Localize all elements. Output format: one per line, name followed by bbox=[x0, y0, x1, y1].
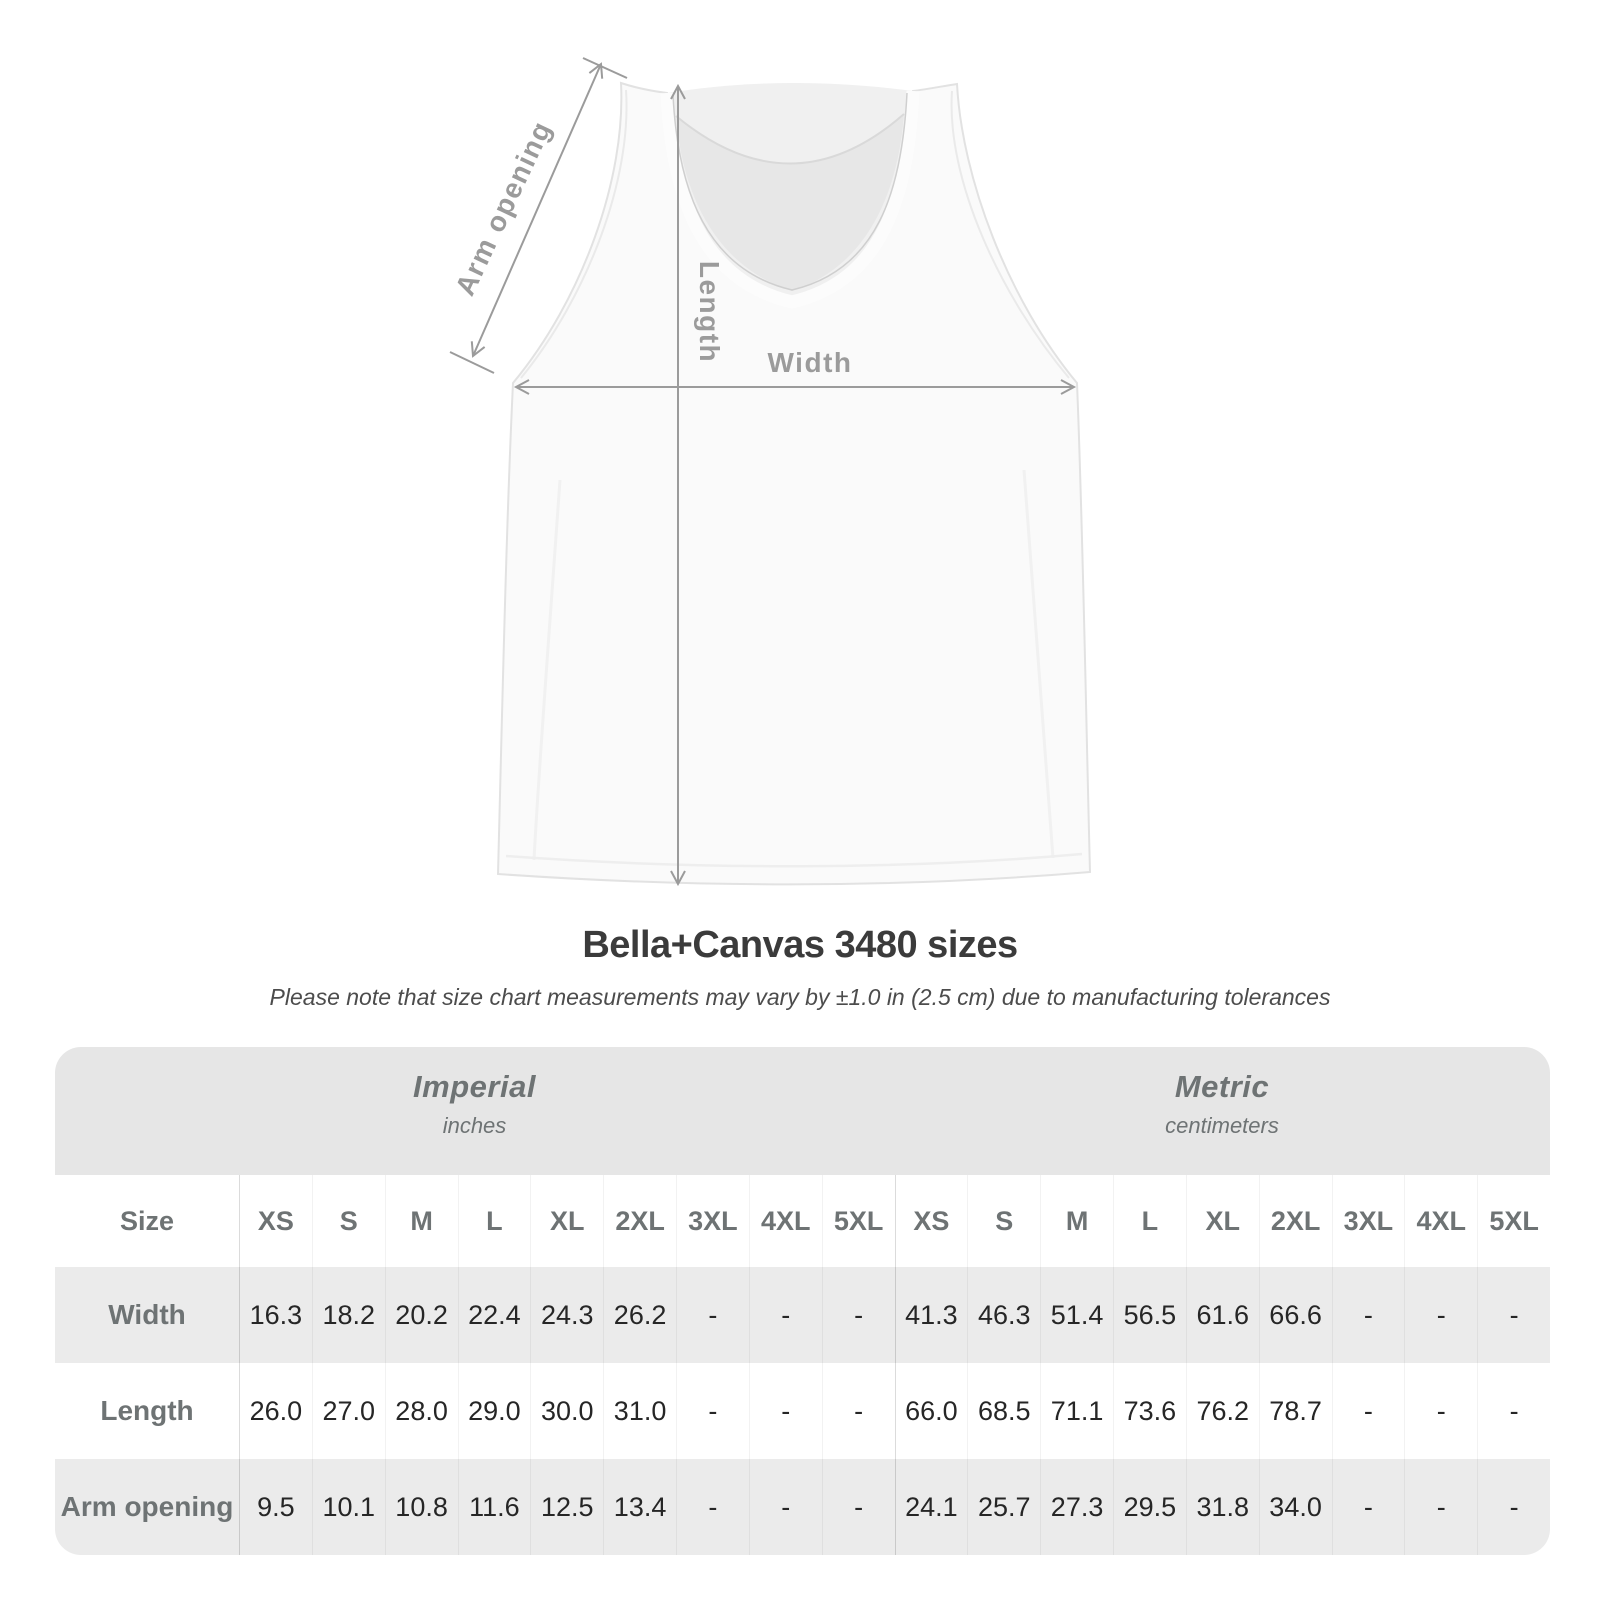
size-column-header-imperial-xs: XS bbox=[239, 1175, 312, 1267]
measurement-cell: 10.8 bbox=[384, 1459, 458, 1555]
imperial-unit-header: Imperial inches bbox=[55, 1047, 894, 1175]
size-column-header-imperial-5xl: 5XL bbox=[821, 1175, 895, 1267]
size-column-header-metric-xl: XL bbox=[1185, 1175, 1259, 1267]
measurement-cell: - bbox=[1477, 1363, 1550, 1459]
size-column-header-imperial-s: S bbox=[311, 1175, 385, 1267]
tank-top-diagram: Arm opening Length Width bbox=[449, 57, 1092, 887]
size-column-header-imperial-4xl: 4XL bbox=[748, 1175, 822, 1267]
right-fold-line bbox=[1022, 469, 1055, 859]
size-column-header-imperial-m: M bbox=[384, 1175, 458, 1267]
measurement-cell: 66.0 bbox=[894, 1363, 968, 1459]
size-column-header-metric-5xl: 5XL bbox=[1477, 1175, 1550, 1267]
measurement-cell: 24.3 bbox=[530, 1267, 604, 1363]
measurement-cell: - bbox=[1331, 1459, 1405, 1555]
measurement-cell: - bbox=[676, 1363, 749, 1459]
arm-opening-measure-label: Arm opening bbox=[449, 116, 558, 300]
size-column-header-imperial-xl: XL bbox=[530, 1175, 603, 1267]
measurement-cell: 28.0 bbox=[384, 1363, 458, 1459]
tolerance-note: Please note that size chart measurements… bbox=[269, 984, 1331, 1010]
measurement-cell: - bbox=[1477, 1267, 1550, 1363]
size-table-grid: Size XS S M L XL 2XL 3XL 4XL 5XL XS S M L XL 2XL 3XL 4XL 5… bbox=[55, 1175, 1550, 1555]
measurement-cell: - bbox=[748, 1459, 822, 1555]
back-neck-seam bbox=[675, 113, 905, 165]
metric-unit-header: Metric centimeters bbox=[894, 1047, 1550, 1175]
measurement-cell: 76.2 bbox=[1185, 1363, 1259, 1459]
measurement-cell: 13.4 bbox=[603, 1459, 676, 1555]
size-column-header-metric-s: S bbox=[967, 1175, 1040, 1267]
measurement-cell: 34.0 bbox=[1258, 1459, 1332, 1555]
metric-label: Metric bbox=[1174, 1069, 1270, 1104]
measurement-cell: - bbox=[748, 1363, 822, 1459]
measurement-cell: - bbox=[1404, 1459, 1478, 1555]
size-column-header-metric-2xl: 2XL bbox=[1258, 1175, 1332, 1267]
measurement-cell: 16.3 bbox=[239, 1267, 312, 1363]
measurement-cell: 30.0 bbox=[530, 1363, 603, 1459]
measurement-cell: 26.2 bbox=[603, 1267, 676, 1363]
measurement-cell: 31.8 bbox=[1185, 1459, 1259, 1555]
measurement-cell: 41.3 bbox=[894, 1267, 968, 1363]
size-column-header-metric-3xl: 3XL bbox=[1331, 1175, 1405, 1267]
measurement-cell: - bbox=[748, 1267, 822, 1363]
measurement-cell: - bbox=[676, 1267, 749, 1363]
measurement-cell: 22.4 bbox=[457, 1267, 531, 1363]
size-table: Imperial inches Metric centimeters Size X… bbox=[55, 1047, 1550, 1555]
imperial-sublabel: inches bbox=[442, 1113, 507, 1138]
size-column-header-metric-l: L bbox=[1113, 1175, 1186, 1267]
left-fold-line bbox=[532, 479, 562, 861]
measurement-cell: 31.0 bbox=[603, 1363, 676, 1459]
width-measure-label: Width bbox=[768, 347, 853, 378]
length-measure-label: Length bbox=[694, 261, 725, 363]
measurement-cell: 25.7 bbox=[967, 1459, 1041, 1555]
neck-back-shade bbox=[676, 114, 904, 291]
measurement-cell: 71.1 bbox=[1040, 1363, 1113, 1459]
measurement-cell: 24.1 bbox=[894, 1459, 968, 1555]
measurement-cell: - bbox=[821, 1459, 895, 1555]
size-column-header-imperial-3xl: 3XL bbox=[676, 1175, 749, 1267]
measurement-cell: 51.4 bbox=[1040, 1267, 1113, 1363]
measurement-cell: - bbox=[676, 1459, 749, 1555]
size-column-header-metric-m: M bbox=[1040, 1175, 1113, 1267]
measurement-cell: - bbox=[1331, 1363, 1405, 1459]
measurement-cell: 9.5 bbox=[239, 1459, 312, 1555]
measurement-cell: - bbox=[1331, 1267, 1405, 1363]
measurement-cell: - bbox=[821, 1267, 895, 1363]
measurement-cell: 68.5 bbox=[967, 1363, 1040, 1459]
arm-opening-arrow bbox=[449, 57, 628, 374]
size-column-header-metric-4xl: 4XL bbox=[1404, 1175, 1477, 1267]
measurement-cell: 27.0 bbox=[311, 1363, 385, 1459]
measurement-cell: 56.5 bbox=[1113, 1267, 1186, 1363]
measurement-cell: 11.6 bbox=[457, 1459, 531, 1555]
row-label: Length bbox=[100, 1395, 194, 1426]
measurement-cell: - bbox=[1477, 1459, 1550, 1555]
measurement-cell: 26.0 bbox=[239, 1363, 312, 1459]
row-label: Width bbox=[55, 1267, 239, 1363]
size-column-header-imperial-l: L bbox=[457, 1175, 531, 1267]
size-header-cell: Size bbox=[119, 1205, 175, 1236]
size-column-header-imperial-2xl: 2XL bbox=[603, 1175, 676, 1267]
measurement-cell: 73.6 bbox=[1113, 1363, 1186, 1459]
unit-header-band: Imperial inches Metric centimeters bbox=[55, 1047, 1550, 1175]
measurement-cell: 18.2 bbox=[311, 1267, 385, 1363]
measurement-cell: 27.3 bbox=[1040, 1459, 1113, 1555]
measurement-cell: 61.6 bbox=[1185, 1267, 1259, 1363]
measurement-cell: - bbox=[821, 1363, 895, 1459]
measurement-cell: 66.6 bbox=[1258, 1267, 1332, 1363]
measurement-cell: 29.0 bbox=[457, 1363, 531, 1459]
hem-seam bbox=[505, 852, 1083, 868]
measurement-cell: 20.2 bbox=[384, 1267, 458, 1363]
measurement-cell: 46.3 bbox=[967, 1267, 1041, 1363]
row-label: Arm opening bbox=[55, 1459, 239, 1555]
measurement-cell: 78.7 bbox=[1258, 1363, 1332, 1459]
size-column-header-metric-xs: XS bbox=[894, 1175, 968, 1267]
metric-sublabel: centimeters bbox=[1165, 1113, 1279, 1138]
measurement-cell: - bbox=[1404, 1267, 1478, 1363]
measurement-cell: 29.5 bbox=[1113, 1459, 1186, 1555]
measurement-cell: 10.1 bbox=[311, 1459, 385, 1555]
page-title: Bella+Canvas 3480 sizes bbox=[582, 924, 1018, 966]
right-armhole-edge bbox=[950, 90, 1070, 379]
measurement-cell: - bbox=[1404, 1363, 1477, 1459]
imperial-label: Imperial bbox=[413, 1069, 536, 1104]
measurement-cell: 12.5 bbox=[530, 1459, 604, 1555]
